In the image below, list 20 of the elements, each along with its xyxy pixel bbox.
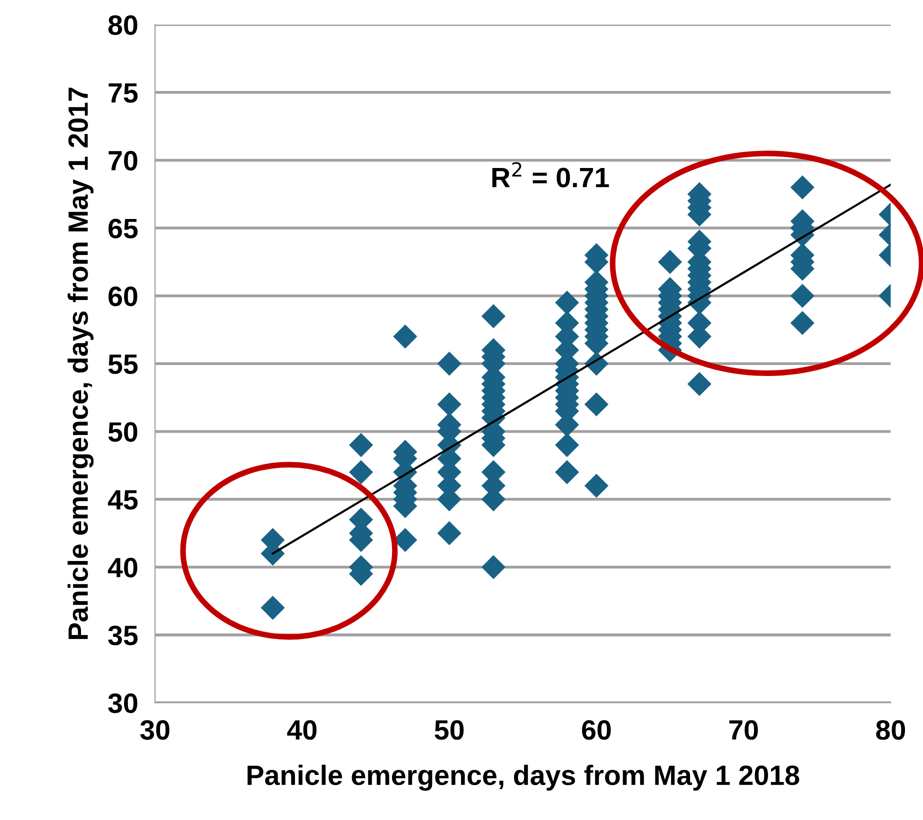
x-tick-label: 40 [287,720,316,740]
y-tick-label: 30 [108,693,138,714]
y-tick-label: 70 [108,150,138,171]
y-tick-label: 50 [108,422,138,442]
x-tick-label: 50 [434,720,464,740]
y-tick-label: 45 [108,490,138,510]
y-tick-label: 75 [108,83,138,103]
y-tick-label: 80 [108,15,138,35]
annotation: R$^{2}$ = 0.71 [492,162,609,188]
x-tick-label: 80 [876,720,906,740]
y-tick-label: 60 [108,286,138,306]
x-axis-title: Panicle emergence, days from May 1 2018 [248,764,800,791]
y-tick-label: 40 [108,558,138,578]
y-tick-label: 35 [108,626,138,646]
y-tick-label: 55 [108,354,138,374]
x-tick-label: 60 [582,720,611,740]
y-axis-title: Panicle emergence, days from May 1 2017 [68,88,94,639]
x-tick-label: 70 [729,720,758,740]
y-tick-label: 65 [108,218,138,238]
x-tick-label: 30 [140,720,170,740]
